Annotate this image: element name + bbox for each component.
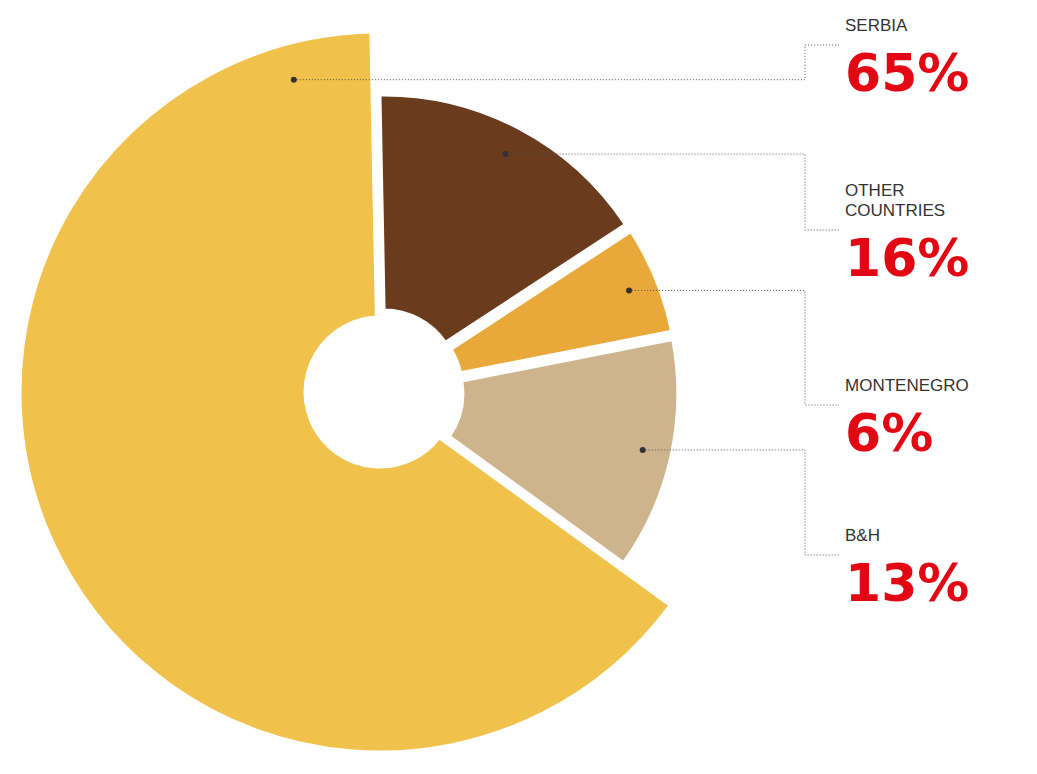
- value-label: 13%: [845, 553, 969, 613]
- leader-dot: [626, 287, 632, 293]
- category-line: OTHER: [845, 181, 905, 200]
- category-line: B&H: [845, 526, 880, 545]
- label-group: OTHERCOUNTRIES 16%: [845, 181, 969, 288]
- label-group: SERBIA 65%: [845, 16, 969, 103]
- category-label: B&H: [845, 526, 880, 545]
- chart-container: SERBIA 65% OTHERCOUNTRIES 16% MONTENEGRO 6% B&…: [0, 0, 1037, 774]
- leader-dot: [640, 447, 646, 453]
- category-label: OTHERCOUNTRIES: [845, 181, 945, 220]
- leader-line: [294, 45, 839, 80]
- chart-svg: SERBIA 65% OTHERCOUNTRIES 16% MONTENEGRO 6% B&…: [0, 0, 1037, 774]
- category-line: COUNTRIES: [845, 201, 945, 220]
- leader-line: [629, 290, 839, 405]
- value-label: 65%: [845, 43, 969, 103]
- value-label: 6%: [845, 403, 933, 463]
- labels: SERBIA 65% OTHERCOUNTRIES 16% MONTENEGRO 6% B&…: [845, 16, 969, 613]
- category-label: MONTENEGRO: [845, 376, 969, 395]
- slice: [450, 340, 678, 563]
- label-group: MONTENEGRO 6%: [845, 376, 969, 463]
- leader-dot: [503, 151, 509, 157]
- label-group: B&H 13%: [845, 526, 969, 613]
- donut: [20, 32, 678, 752]
- leader-line: [643, 450, 839, 555]
- leaders: [291, 45, 839, 555]
- leader-dot: [291, 77, 297, 83]
- category-line: MONTENEGRO: [845, 376, 969, 395]
- category-label: SERBIA: [845, 16, 908, 35]
- value-label: 16%: [845, 228, 969, 288]
- category-line: SERBIA: [845, 16, 908, 35]
- leader-line: [506, 154, 839, 230]
